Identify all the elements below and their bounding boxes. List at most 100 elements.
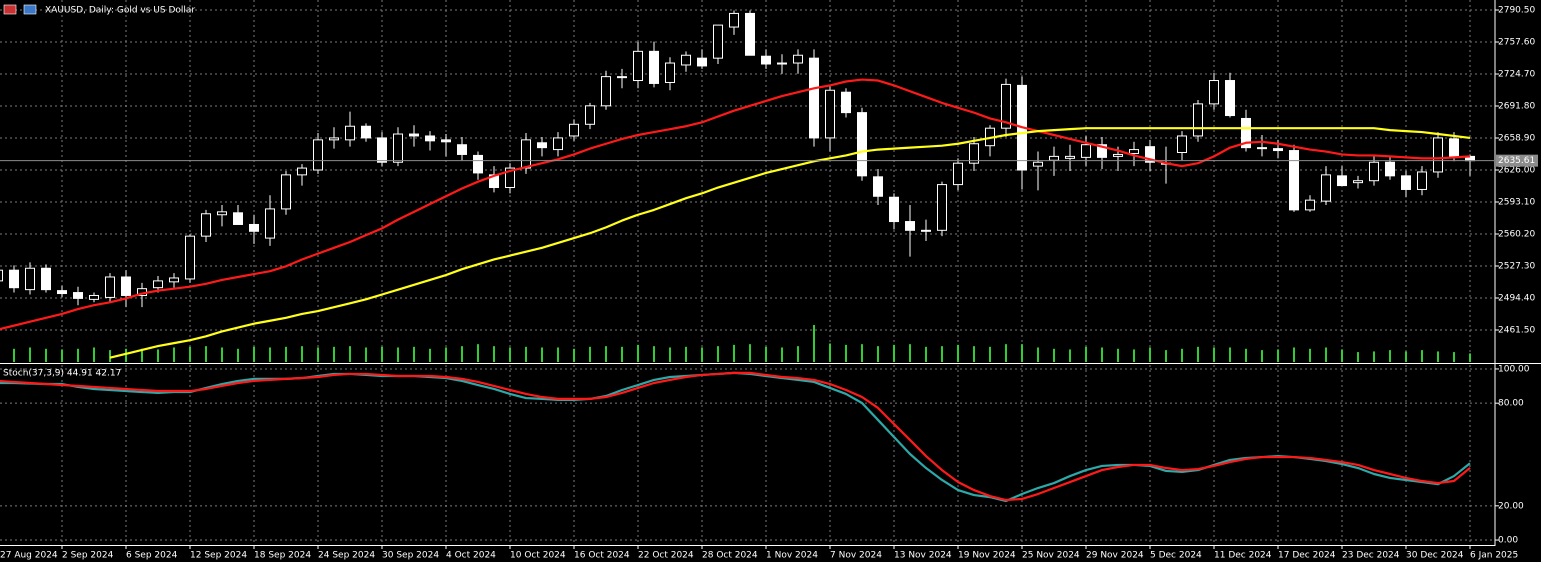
candle-body — [441, 139, 451, 143]
candle-body — [9, 269, 19, 289]
candle-body — [153, 280, 163, 289]
candle-body — [793, 54, 803, 64]
y-tick-label: 2560.20 — [1498, 230, 1535, 240]
y-tick-label: 2691.80 — [1498, 102, 1535, 112]
candle-body — [313, 139, 323, 171]
candle-body — [1369, 161, 1379, 182]
stoch-line — [0, 371, 1471, 502]
x-tick-label: 5 Dec 2024 — [1150, 551, 1202, 561]
stoch-label: Stoch(37,3,9) 44.91 42.17 — [3, 369, 121, 379]
candle-body — [265, 208, 275, 239]
candle-body — [713, 24, 723, 59]
candle-body — [1337, 175, 1347, 187]
x-tick-label: 1 Nov 2024 — [766, 551, 818, 561]
candle-body — [809, 57, 819, 139]
current-price-label: 2635.61 — [1498, 156, 1535, 166]
x-tick-label: 10 Oct 2024 — [510, 551, 566, 561]
stoch-layer — [0, 371, 1471, 503]
candle-body — [121, 276, 131, 296]
x-tick-label: 4 Oct 2024 — [446, 551, 496, 561]
candle-body — [233, 212, 243, 225]
candle-body — [729, 12, 739, 28]
x-tick-label: 19 Nov 2024 — [958, 551, 1016, 561]
candle-body — [697, 57, 707, 67]
candle-body — [1225, 80, 1235, 117]
candle-body — [1145, 146, 1155, 163]
candle-body — [409, 133, 419, 137]
candle-body — [937, 184, 947, 231]
candle-body — [1321, 174, 1331, 202]
candle-body — [25, 267, 35, 291]
candle-body — [377, 137, 387, 163]
candle-body — [601, 76, 611, 107]
candle-body — [1209, 80, 1219, 105]
chart-title: XAUUSD, Daily: Gold vs US Dollar — [45, 6, 195, 16]
x-tick-label: 11 Dec 2024 — [1214, 551, 1272, 561]
candle-body — [361, 125, 371, 139]
x-tick-label: 25 Nov 2024 — [1022, 551, 1080, 561]
candle-body — [1177, 135, 1187, 154]
candle-body — [57, 290, 67, 295]
y-tick-label: 2461.50 — [1498, 326, 1535, 336]
volume-layer — [13, 325, 1471, 362]
moving-average — [109, 127, 1471, 359]
price-layer — [0, 10, 1494, 359]
x-tick-label: 6 Jan 2025 — [1470, 551, 1518, 561]
candle-body — [473, 154, 483, 174]
candle-body — [1065, 155, 1075, 159]
x-tick-label: 12 Sep 2024 — [190, 551, 247, 561]
candle-body — [217, 211, 227, 216]
candle-body — [1097, 144, 1107, 158]
candle-body — [1049, 155, 1059, 161]
y-tick-label: 2790.50 — [1498, 6, 1535, 16]
candle-body — [1193, 103, 1203, 137]
candle-body — [505, 167, 515, 189]
candle-body — [841, 91, 851, 114]
y-tick-label: 2527.30 — [1498, 262, 1535, 272]
x-tick-label: 28 Oct 2024 — [702, 551, 758, 561]
chart-icon — [23, 4, 37, 15]
moving-average — [0, 78, 1471, 331]
chart-icon — [3, 4, 17, 15]
candle-body — [1401, 175, 1411, 190]
x-tick-label: 27 Aug 2024 — [0, 551, 58, 561]
y-tick-label: 2494.40 — [1498, 294, 1535, 304]
candle-body — [745, 12, 755, 56]
candle-body — [569, 123, 579, 137]
candle-body — [105, 276, 115, 298]
grid — [0, 0, 1494, 545]
candle-body — [425, 135, 435, 142]
x-tick-label: 29 Nov 2024 — [1086, 551, 1144, 561]
y-tick-label: 2724.70 — [1498, 70, 1535, 80]
candle-body — [521, 139, 531, 169]
candle-body — [249, 223, 259, 232]
candle-body — [73, 292, 83, 299]
candle-body — [41, 267, 51, 291]
candle-body — [825, 89, 835, 139]
candle-body — [617, 76, 627, 79]
x-tick-label: 2 Sep 2024 — [62, 551, 114, 561]
candle-body — [905, 221, 915, 231]
x-tick-label: 7 Nov 2024 — [830, 551, 882, 561]
axes: XAUUSD, Daily: Gold vs US Dollar Stoch(3… — [0, 0, 1541, 546]
y-tick-label: 2593.10 — [1498, 198, 1535, 208]
candle-body — [89, 294, 99, 300]
candle-body — [345, 125, 355, 141]
candle-body — [777, 62, 787, 65]
candle-body — [1081, 144, 1091, 158]
x-tick-label: 30 Dec 2024 — [1406, 551, 1464, 561]
candle-body — [297, 167, 307, 176]
y-tick-label: 100.00 — [1498, 364, 1530, 374]
candle-body — [1353, 180, 1363, 184]
candle-body — [329, 137, 339, 141]
candle-body — [1417, 171, 1427, 190]
labels: 2790.50 2757.60 2724.70 2691.80 2658.90 2626.… — [0, 6, 1538, 561]
current-price-box — [1496, 154, 1538, 167]
candle-body — [1289, 150, 1299, 211]
candle-body — [649, 50, 659, 84]
candle-body — [0, 269, 3, 282]
x-tick-label: 18 Sep 2024 — [254, 551, 311, 561]
y-tick-label: 2757.60 — [1498, 38, 1535, 48]
candle-body — [169, 277, 179, 283]
